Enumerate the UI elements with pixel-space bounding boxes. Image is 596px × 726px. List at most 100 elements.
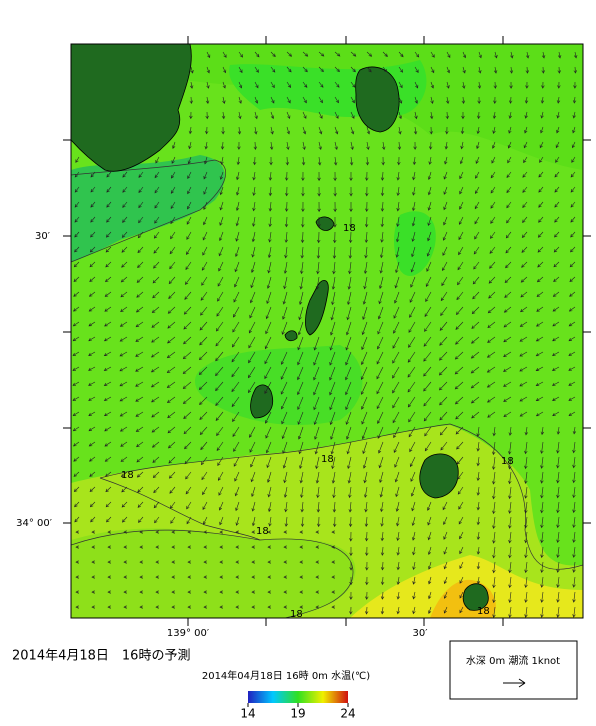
current-arrow bbox=[411, 246, 416, 258]
current-arrow bbox=[380, 531, 385, 542]
current-arrow bbox=[270, 81, 275, 89]
current-arrow bbox=[556, 471, 560, 484]
current-arrow bbox=[235, 216, 240, 227]
current-arrow bbox=[200, 291, 208, 301]
current-arrow bbox=[189, 111, 193, 120]
current-arrow bbox=[476, 111, 481, 120]
current-arrow bbox=[217, 456, 224, 466]
current-arrow bbox=[169, 261, 176, 270]
current-arrow bbox=[556, 96, 561, 104]
current-arrow bbox=[492, 576, 496, 589]
current-arrow bbox=[457, 261, 464, 271]
current-arrow bbox=[315, 456, 320, 470]
current-arrow bbox=[186, 501, 192, 510]
current-arrow bbox=[154, 516, 160, 524]
current-arrow bbox=[439, 336, 448, 346]
current-arrow bbox=[568, 411, 576, 416]
current-arrow bbox=[185, 471, 192, 480]
current-arrow bbox=[456, 441, 464, 450]
current-arrow bbox=[198, 381, 208, 390]
current-arrow bbox=[477, 81, 482, 89]
current-arrow bbox=[331, 545, 336, 549]
current-arrow bbox=[443, 561, 448, 570]
current-arrow bbox=[107, 605, 112, 609]
current-arrow bbox=[268, 171, 273, 181]
current-arrow bbox=[119, 396, 128, 402]
current-arrow bbox=[283, 590, 288, 594]
current-arrow bbox=[104, 306, 112, 312]
current-arrow bbox=[407, 366, 416, 378]
current-arrow bbox=[392, 381, 400, 394]
current-arrow bbox=[524, 591, 528, 603]
current-arrow bbox=[520, 306, 528, 313]
current-arrow bbox=[269, 156, 273, 166]
current-arrow bbox=[555, 141, 560, 149]
current-arrow bbox=[332, 261, 336, 275]
current-arrow bbox=[187, 530, 192, 534]
current-arrow bbox=[505, 261, 512, 269]
current-arrow bbox=[219, 575, 224, 579]
current-arrow bbox=[300, 486, 304, 499]
current-arrow bbox=[315, 545, 320, 549]
current-arrow bbox=[536, 291, 544, 298]
current-arrow bbox=[333, 201, 337, 213]
current-arrow bbox=[235, 590, 240, 594]
current-arrow bbox=[360, 366, 368, 380]
current-arrow bbox=[91, 590, 96, 594]
current-arrow bbox=[427, 516, 432, 526]
current-arrow bbox=[508, 486, 512, 500]
current-arrow bbox=[362, 306, 368, 320]
current-arrow bbox=[252, 201, 256, 212]
current-arrow bbox=[439, 351, 448, 361]
current-arrow bbox=[120, 276, 128, 283]
current-arrow bbox=[189, 81, 194, 89]
current-arrow bbox=[253, 141, 257, 150]
current-arrow bbox=[282, 456, 288, 469]
current-arrow bbox=[88, 321, 96, 327]
current-arrow bbox=[217, 471, 224, 481]
current-arrow bbox=[478, 66, 482, 74]
current-arrow bbox=[348, 246, 352, 259]
current-arrow bbox=[361, 396, 368, 410]
current-arrow bbox=[152, 276, 160, 284]
current-arrow bbox=[377, 426, 384, 439]
current-arrow bbox=[235, 231, 240, 242]
current-arrow bbox=[471, 336, 480, 344]
current-arrow bbox=[298, 291, 304, 305]
current-arrow bbox=[392, 351, 400, 364]
current-arrow bbox=[409, 456, 416, 468]
current-arrow bbox=[455, 411, 464, 420]
current-arrow bbox=[280, 381, 288, 395]
current-arrow bbox=[318, 111, 323, 119]
current-arrow bbox=[350, 126, 355, 135]
current-arrow bbox=[350, 96, 355, 104]
current-arrow bbox=[221, 111, 226, 120]
current-arrow bbox=[349, 561, 353, 571]
current-arrow bbox=[183, 426, 192, 435]
current-arrow bbox=[553, 276, 560, 283]
current-arrow bbox=[539, 141, 544, 149]
current-arrow bbox=[233, 306, 240, 318]
current-arrow bbox=[473, 261, 480, 270]
current-arrow bbox=[105, 276, 112, 283]
current-arrow bbox=[508, 516, 512, 529]
current-arrow bbox=[235, 560, 240, 564]
current-arrow bbox=[219, 560, 224, 564]
current-arrow bbox=[490, 231, 496, 239]
current-arrow bbox=[74, 231, 80, 238]
current-arrow bbox=[251, 560, 256, 564]
current-arrow bbox=[476, 546, 481, 555]
current-arrow bbox=[88, 351, 96, 356]
current-arrow bbox=[203, 171, 208, 180]
current-arrow bbox=[538, 171, 544, 178]
current-arrow bbox=[232, 426, 240, 437]
current-arrow bbox=[556, 516, 560, 529]
current-arrow bbox=[233, 291, 240, 303]
current-arrow bbox=[348, 261, 352, 275]
current-arrow bbox=[72, 321, 80, 327]
current-arrow bbox=[123, 575, 128, 579]
current-arrow bbox=[396, 576, 400, 585]
current-arrow bbox=[332, 486, 336, 499]
current-arrow bbox=[365, 576, 369, 586]
current-arrow bbox=[106, 171, 112, 178]
